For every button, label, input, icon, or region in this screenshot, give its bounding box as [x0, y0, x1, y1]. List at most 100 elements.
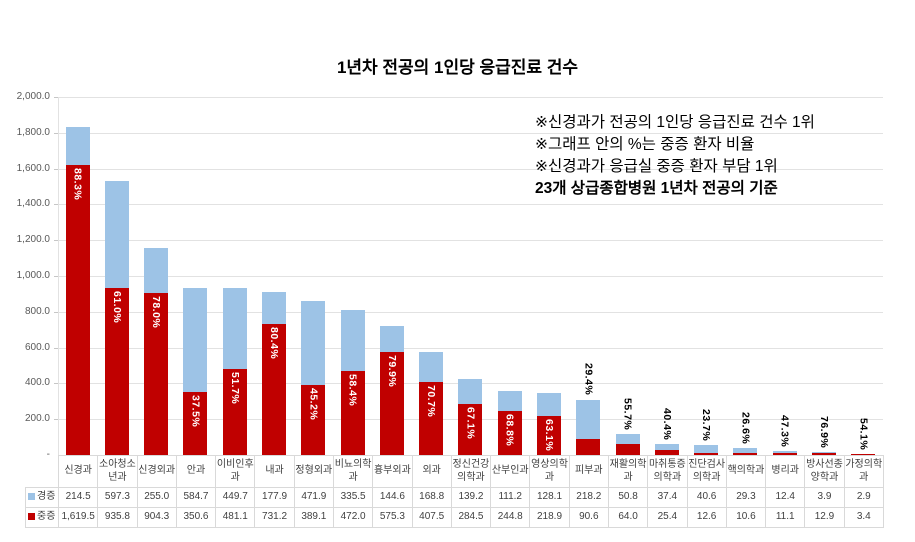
table-header-cell: 방사선종양학과: [804, 455, 845, 488]
percent-label: 63.1%: [543, 418, 556, 452]
segment-mild: [340, 310, 365, 371]
table-value-cell: 389.1: [293, 507, 334, 528]
bar-흉부외과: 79.9%: [372, 97, 411, 455]
percent-label: 78.0%: [150, 296, 163, 329]
annotation-line: ※신경과가 전공의 1인당 응급진료 건수 1위: [535, 114, 815, 131]
table-value-cell: 244.8: [490, 507, 531, 528]
segment-mild: [458, 379, 483, 405]
y-tick-mark: [54, 311, 58, 313]
bar-비뇨의학과: 58.4%: [333, 97, 372, 455]
data-table: 신경과 소아청소년과 신경외과 안과 이비인후과 내과 정형외과 비뇨의학과 흉부외과 외과 정신건…: [25, 455, 884, 528]
percent-label: 68.8%: [503, 414, 516, 447]
table-value-cell: 12.6: [686, 507, 727, 528]
y-axis-line: [58, 97, 59, 455]
bar-이비인후과: 51.7%: [215, 97, 254, 455]
bars-container: 88.3% 61.0% 78.0% 37.5% 51.7% 80.4% 45.2% 58.4%…: [58, 97, 883, 455]
y-tick-mark: [54, 383, 58, 385]
segment-severe: 61.0%: [104, 287, 129, 455]
percent-label: 40.4%: [660, 407, 673, 440]
table-header-cell: 정신건강의학과: [450, 455, 492, 488]
table-value-cell: 12.4: [765, 487, 806, 508]
segment-mild: [65, 126, 90, 166]
annotation-block: ※신경과가 전공의 1인당 응급진료 건수 1위 ※그래프 안의 %는 중증 환자…: [535, 112, 815, 200]
gridline: [58, 347, 883, 349]
table-value-cell: 1,619.5: [57, 507, 99, 528]
table-value-cell: 597.3: [97, 487, 138, 508]
table-value-cell: 29.3: [725, 487, 767, 508]
table-value-cell: 218.2: [568, 487, 609, 508]
table-header-cell: 신경과: [57, 455, 99, 488]
table-row-경증: 경증 214.5 597.3 255.0 584.7 449.7 177.9 471.9 335…: [25, 487, 884, 508]
table-value-cell: 935.8: [97, 507, 138, 528]
gridline: [58, 168, 883, 170]
segment-mild: [694, 445, 719, 453]
legend-label: 경증: [25, 487, 59, 508]
bar-정형외과: 45.2%: [294, 97, 333, 455]
y-tick-mark: [54, 347, 58, 349]
y-tick-mark: [54, 276, 58, 277]
table-header-cell: 안과: [175, 455, 217, 488]
table-value-cell: 584.7: [175, 487, 217, 508]
percent-label: 47.3%: [778, 414, 791, 447]
legend-swatch-중증: [28, 513, 35, 521]
table-value-cell: 25.4: [647, 507, 688, 528]
table-header-cell: 비뇨의학과: [332, 455, 374, 488]
y-tick-label: 1,400.0: [16, 198, 50, 210]
table-value-cell: 177.9: [254, 487, 295, 508]
segment-mild: [144, 247, 169, 294]
segment-severe: 67.1%: [458, 404, 483, 455]
y-tick-label: 200.0: [24, 413, 50, 425]
table-value-cell: 12.9: [804, 507, 845, 528]
segment-mild: [419, 351, 444, 383]
bar-신경외과: 78.0%: [137, 97, 176, 455]
y-tick-label: 2,000.0: [16, 91, 50, 102]
bar-피부과: 29.4%: [569, 97, 608, 455]
y-tick-mark: [54, 204, 58, 206]
y-tick-mark: [54, 97, 58, 98]
table-value-cell: 481.1: [215, 507, 256, 528]
segment-severe: [694, 452, 719, 455]
bar-영상의학과: 63.1%: [529, 97, 568, 455]
segment-severe: [654, 450, 679, 455]
table-value-cell: 128.1: [529, 487, 570, 508]
percent-label: 70.7%: [425, 385, 438, 418]
segment-mild: [379, 326, 404, 353]
segment-mild: [183, 287, 208, 393]
table-value-cell: 284.5: [450, 507, 492, 528]
legend-label: 중증: [25, 507, 59, 528]
y-tick-label: 1,000.0: [16, 270, 50, 281]
table-value-cell: 168.8: [411, 487, 452, 508]
annotation-line: 23개 상급종합병원 1년차 전공의 기준: [535, 180, 778, 197]
bar-방사선종양학과: 76.9%: [804, 97, 843, 455]
table-value-cell: 471.9: [293, 487, 334, 508]
segment-severe: 58.4%: [340, 370, 365, 455]
segment-mild: [104, 180, 129, 288]
annotation-line: ※그래프 안의 %는 중증 환자 비율: [535, 136, 755, 153]
percent-label: 67.1%: [464, 407, 477, 440]
bar-내과: 80.4%: [254, 97, 293, 455]
percent-label: 51.7%: [228, 371, 241, 405]
table-value-cell: 575.3: [372, 507, 413, 528]
segment-mild: [497, 391, 522, 412]
table-header-cell: 외과: [411, 455, 452, 488]
table-row-중증: 중증 1,619.5 935.8 904.3 350.6 481.1 731.2 389.1 4…: [25, 507, 884, 528]
percent-label: 80.4%: [268, 327, 281, 360]
table-header-cell: 소아청소년과: [97, 455, 138, 488]
segment-severe: 79.9%: [379, 352, 404, 455]
bar-신경과: 88.3%: [58, 97, 97, 455]
segment-severe: [811, 452, 836, 455]
table-header-cell: 진단검사의학과: [686, 455, 727, 488]
bar-산부인과: 68.8%: [490, 97, 529, 455]
y-tick-label: -: [0, 449, 50, 461]
gridline: [58, 276, 883, 277]
table-value-cell: 10.6: [725, 507, 767, 528]
percent-label: 55.7%: [621, 398, 634, 431]
y-tick-label: 1,800.0: [16, 126, 50, 138]
segment-severe: 63.1%: [537, 415, 562, 455]
table-value-cell: 407.5: [411, 507, 452, 528]
y-tick-label: 800.0: [24, 305, 50, 317]
percent-label: 45.2%: [307, 388, 320, 421]
annotation-line: ※신경과가 응급실 중증 환자 부담 1위: [535, 158, 778, 175]
y-tick-label: 600.0: [24, 341, 50, 353]
table-value-cell: 50.8: [607, 487, 649, 508]
